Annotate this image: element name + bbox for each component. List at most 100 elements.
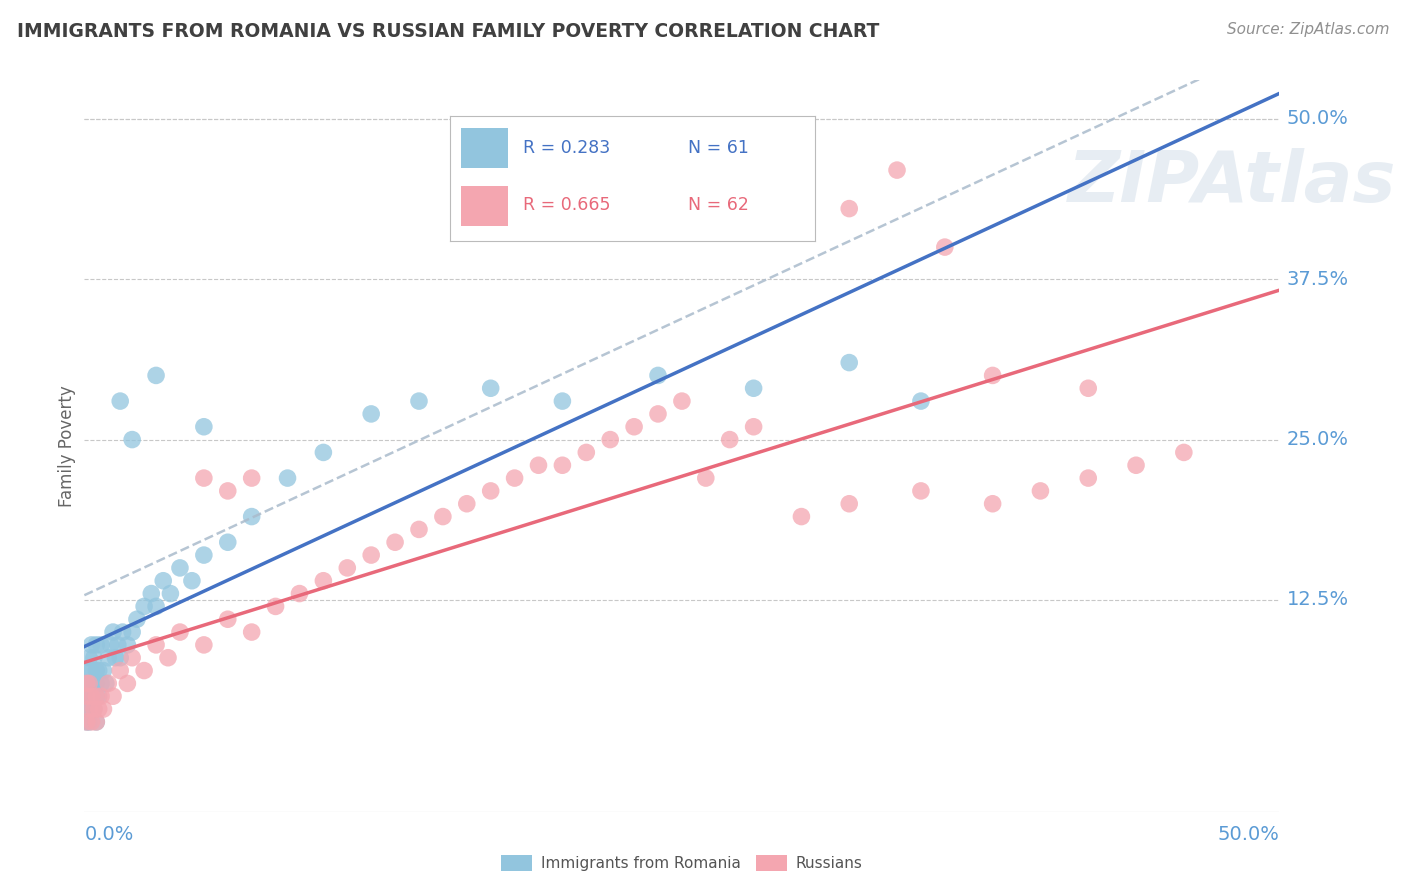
Bar	[461, 186, 509, 226]
Point	[80, 664, 103, 678]
Point	[97, 676, 120, 690]
Point	[479, 381, 502, 395]
Point	[121, 433, 143, 447]
Point	[76, 676, 98, 690]
Point	[695, 471, 717, 485]
Point	[110, 650, 132, 665]
Point	[159, 586, 181, 600]
Point	[90, 638, 112, 652]
Point	[87, 690, 110, 704]
Text: 0.0%: 0.0%	[84, 824, 134, 844]
Point	[132, 599, 156, 614]
Point	[107, 638, 129, 652]
Text: 37.5%: 37.5%	[1286, 269, 1348, 289]
Point	[77, 676, 100, 690]
Point	[90, 690, 112, 704]
Point	[193, 638, 215, 652]
Point	[360, 548, 382, 562]
Point	[77, 702, 100, 716]
Point	[77, 650, 100, 665]
Point	[76, 676, 98, 690]
Point	[104, 650, 127, 665]
Point	[77, 676, 100, 690]
Point	[838, 355, 860, 369]
Point	[312, 445, 335, 459]
Point	[117, 638, 139, 652]
Point	[76, 690, 98, 704]
Point	[910, 483, 932, 498]
Point	[240, 625, 263, 640]
Point	[742, 381, 765, 395]
Point	[145, 638, 167, 652]
Point	[97, 650, 120, 665]
Point	[432, 509, 454, 524]
Point	[181, 574, 204, 588]
Point	[83, 676, 105, 690]
Point	[87, 702, 110, 716]
Point	[479, 483, 502, 498]
Point	[101, 690, 124, 704]
Point	[93, 664, 115, 678]
Point	[193, 548, 215, 562]
Text: IMMIGRANTS FROM ROMANIA VS RUSSIAN FAMILY POVERTY CORRELATION CHART: IMMIGRANTS FROM ROMANIA VS RUSSIAN FAMIL…	[17, 22, 879, 41]
Point	[264, 599, 287, 614]
Point	[981, 368, 1004, 383]
Point	[193, 471, 215, 485]
Point	[80, 690, 103, 704]
Point	[80, 690, 103, 704]
Point	[1077, 381, 1099, 395]
Text: 25.0%: 25.0%	[1286, 430, 1348, 449]
Y-axis label: Family Poverty: Family Poverty	[58, 385, 76, 507]
Text: Source: ZipAtlas.com: Source: ZipAtlas.com	[1226, 22, 1389, 37]
Point	[790, 509, 813, 524]
Point	[101, 625, 124, 640]
Point	[934, 240, 956, 254]
Point	[141, 586, 163, 600]
Point	[86, 714, 108, 729]
Point	[76, 664, 98, 678]
Point	[86, 690, 108, 704]
Point	[456, 497, 478, 511]
Point	[599, 433, 621, 447]
Point	[86, 638, 108, 652]
Point	[1125, 458, 1147, 473]
Point	[384, 535, 406, 549]
Point	[80, 638, 103, 652]
Point	[77, 690, 100, 704]
Text: R = 0.665: R = 0.665	[523, 196, 610, 214]
Point	[408, 523, 430, 537]
Point	[111, 625, 134, 640]
Point	[76, 702, 98, 716]
Point	[87, 664, 110, 678]
Point	[742, 419, 765, 434]
Point	[132, 664, 156, 678]
Point	[86, 664, 108, 678]
Point	[277, 471, 299, 485]
Point	[503, 471, 526, 485]
Point	[145, 368, 167, 383]
Point	[76, 714, 98, 729]
Text: 50.0%: 50.0%	[1286, 110, 1348, 128]
Point	[1173, 445, 1195, 459]
Point	[312, 574, 335, 588]
Point	[86, 676, 108, 690]
Point	[217, 535, 239, 549]
Point	[910, 394, 932, 409]
Text: 50.0%: 50.0%	[1218, 824, 1279, 844]
Point	[838, 202, 860, 216]
Point	[86, 714, 108, 729]
Point	[76, 714, 98, 729]
Point	[117, 676, 139, 690]
Point	[240, 509, 263, 524]
Point	[121, 625, 143, 640]
Point	[551, 458, 574, 473]
Point	[94, 676, 117, 690]
Point	[110, 394, 132, 409]
Point	[981, 497, 1004, 511]
Point	[83, 702, 105, 716]
Point	[100, 638, 122, 652]
Text: ZIPAtlas: ZIPAtlas	[1067, 148, 1396, 218]
Point	[551, 394, 574, 409]
Point	[1029, 483, 1052, 498]
Point	[240, 471, 263, 485]
